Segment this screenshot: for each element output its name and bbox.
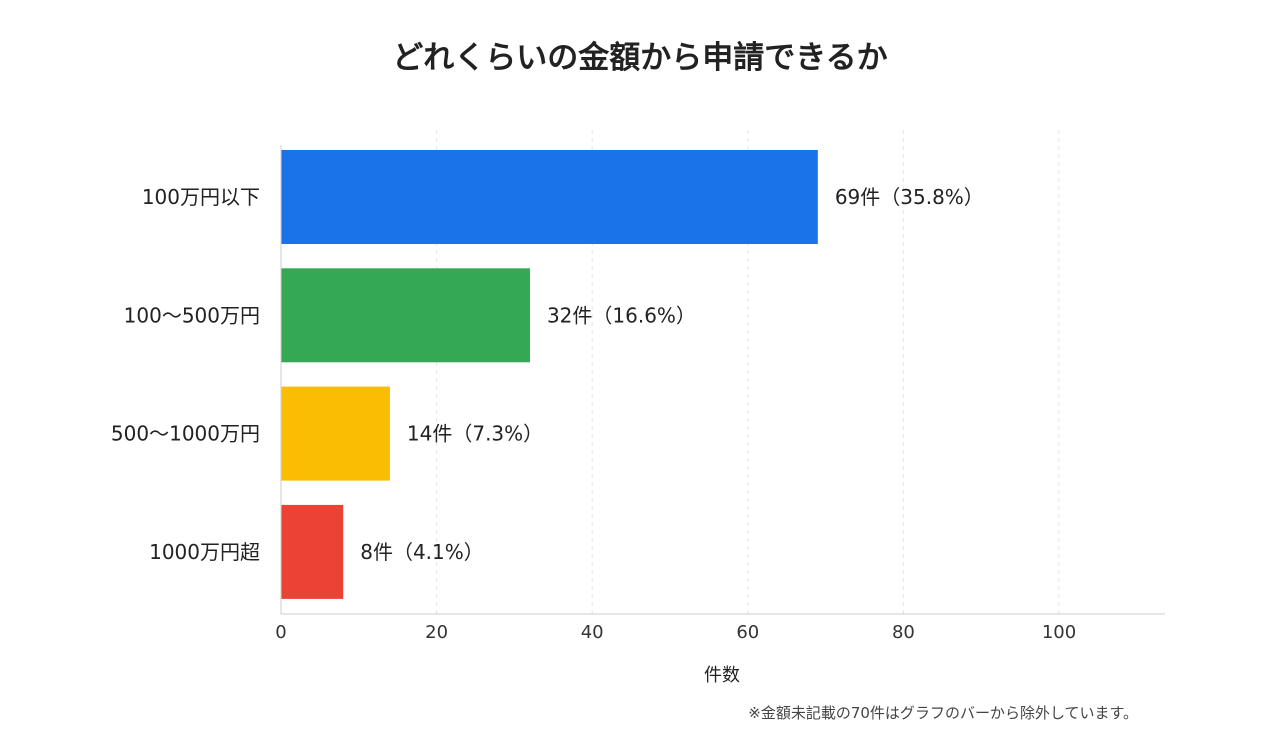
- category-label: 100〜500万円: [124, 303, 260, 327]
- data-label: 69件（35.8%）: [835, 185, 984, 209]
- x-axis-title: 件数: [704, 665, 740, 686]
- category-label: 1000万円超: [149, 540, 260, 564]
- x-tick-label: 100: [1042, 622, 1076, 643]
- chart-title: どれくらいの金額から申請できるか: [392, 40, 887, 76]
- category-label: 100万円以下: [142, 185, 260, 209]
- bar: [281, 504, 344, 599]
- bar: [281, 268, 530, 363]
- x-tick-label: 40: [581, 622, 604, 643]
- bar: [281, 150, 818, 244]
- x-tick-label: 20: [425, 622, 448, 643]
- footnote: ※金額未記載の70件はグラフのバーから除外しています。: [748, 704, 1138, 722]
- category-label: 500〜1000万円: [111, 422, 260, 446]
- x-axis: 0 20 40 60 80 100: [275, 145, 1165, 643]
- x-tick-label: 80: [892, 622, 915, 643]
- bars: 100万円以下 69件（35.8%） 100〜500万円 32件（16.6%） 500〜…: [111, 150, 984, 599]
- bar: [281, 386, 390, 481]
- data-label: 32件（16.6%）: [547, 303, 696, 327]
- x-tick-label: 0: [275, 622, 286, 643]
- data-label: 14件（7.3%）: [407, 422, 543, 446]
- x-tick-label: 60: [736, 622, 759, 643]
- data-label: 8件（4.1%）: [360, 540, 484, 564]
